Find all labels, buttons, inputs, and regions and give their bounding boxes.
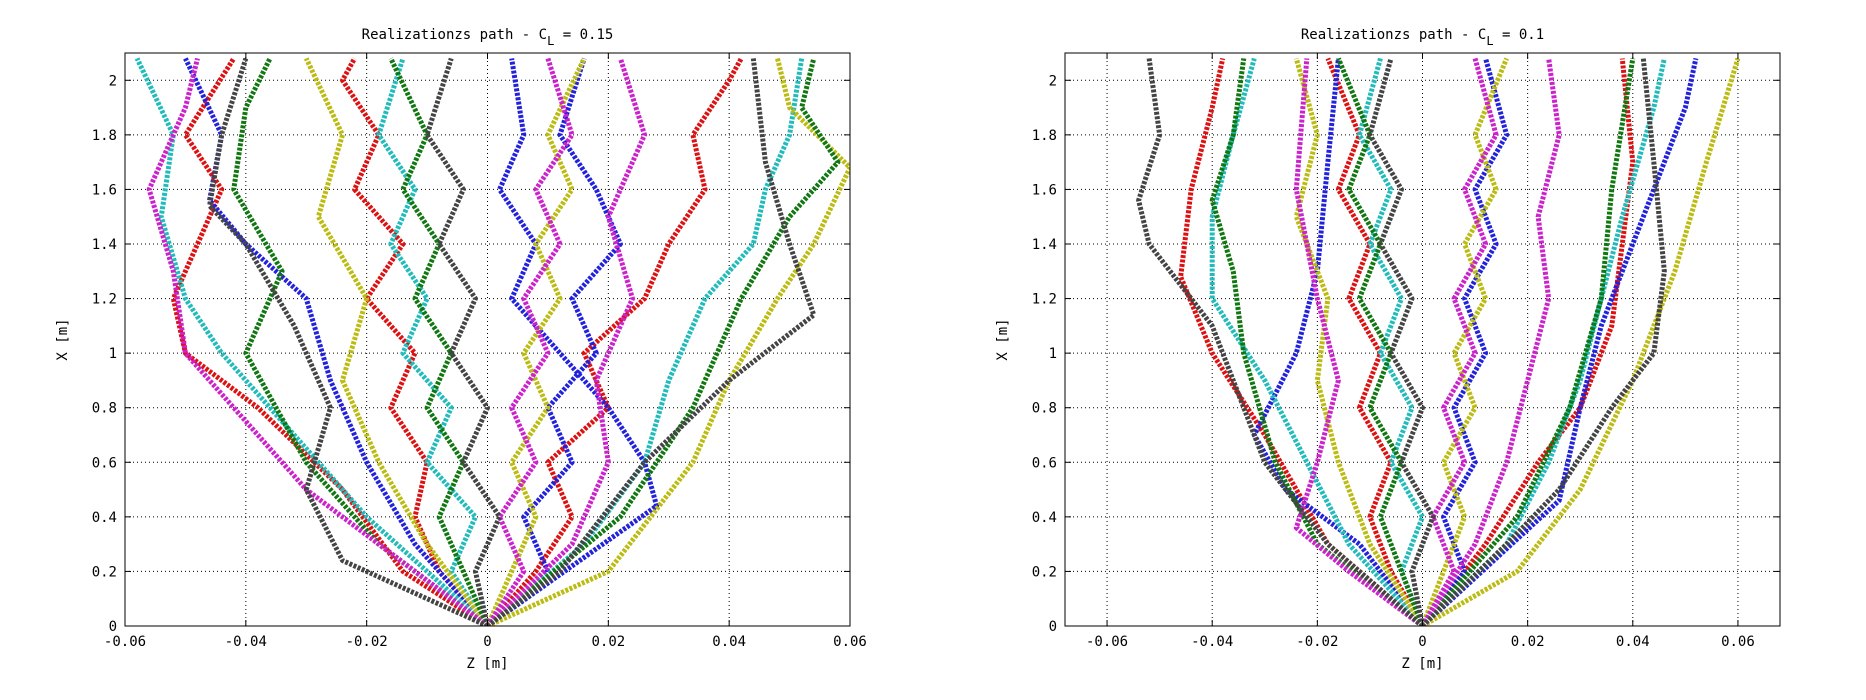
y-tick-label: 0.2: [92, 564, 117, 580]
y-tick-label: 0: [1049, 619, 1057, 635]
series-line-1: [485, 57, 744, 626]
series-line-3: [485, 57, 623, 626]
series-line-13: [1420, 58, 1636, 626]
y-tick-label: 0: [109, 619, 117, 635]
series-line-20: [424, 57, 503, 626]
series-line-6: [376, 57, 490, 626]
y-tick-label: 1: [109, 346, 117, 362]
y-tick-label: 1.2: [92, 292, 117, 308]
series-line-17: [485, 57, 648, 626]
chart-right: -0.06 -0.04 -0.02 0 0.02 0.04 0.06 0 0.2 0.4 0.6 0.…: [933, 0, 1866, 700]
chart-title-subscript: L: [1486, 34, 1493, 48]
series-group: [1136, 57, 1741, 626]
chart-title-main: Realizationzs path - C: [1301, 27, 1486, 43]
series-line-7: [485, 58, 805, 626]
series-line-4: [486, 58, 660, 626]
y-axis-title: X [m]: [995, 318, 1011, 360]
series-line-11: [1293, 57, 1425, 626]
y-tick-label: 0.4: [92, 510, 117, 526]
x-tick-label: 0.04: [1616, 634, 1650, 650]
series-line-19: [1420, 58, 1667, 626]
plot-area: [1065, 53, 1780, 626]
y-axis-title: X [m]: [55, 318, 71, 360]
x-tick-label: 0.04: [712, 634, 746, 650]
x-axis-title: Z [m]: [1401, 656, 1443, 672]
series-line-3: [1420, 57, 1510, 626]
y-tick-label: 1.6: [92, 182, 117, 198]
plot-area: [125, 53, 850, 626]
chart-title-subscript: L: [547, 34, 554, 48]
y-tick-label: 2: [1049, 73, 1057, 89]
series-line-9: [485, 57, 587, 626]
y-tick-label: 2: [109, 73, 117, 89]
series-line-8: [134, 57, 490, 626]
x-tick-label: -0.04: [225, 634, 267, 650]
series-line-5: [1251, 58, 1425, 626]
x-tick-label: 0.02: [1511, 634, 1545, 650]
x-axis-title: Z [m]: [466, 656, 508, 672]
x-tick-label: 0: [1418, 634, 1426, 650]
x-tick-label: -0.02: [1296, 634, 1338, 650]
series-line-13: [485, 57, 841, 626]
series-line-2: [1178, 57, 1425, 626]
series-line-20: [1367, 57, 1436, 626]
series-line-16: [146, 57, 490, 626]
x-tick-label: -0.02: [346, 634, 388, 650]
x-tick-label: -0.06: [1086, 634, 1128, 650]
chart-title-suffix: = 0.1: [1494, 27, 1545, 43]
y-tick-label: 0.2: [1032, 564, 1057, 580]
series-line-1: [1420, 58, 1636, 626]
chart-right-svg: -0.06 -0.04 -0.02 0 0.02 0.04 0.06 0 0.2 0.4 0.6 0.…: [995, 27, 1781, 672]
x-tick-label: 0.02: [591, 634, 625, 650]
y-tick-label: 1.6: [1032, 182, 1057, 198]
y-tick-label: 1.4: [1032, 237, 1057, 253]
series-line-15: [485, 57, 575, 626]
series-line-18: [207, 57, 489, 626]
series-line-16: [1293, 58, 1424, 626]
y-tick-label: 1.4: [92, 237, 117, 253]
y-tick-label: 0.8: [1032, 401, 1057, 417]
series-line-17: [1420, 58, 1562, 626]
series-line-12: [1336, 57, 1425, 626]
series-line-18: [1136, 58, 1425, 626]
y-tick-label: 1.2: [1032, 292, 1057, 308]
series-line-10: [486, 57, 850, 626]
series-line-15: [1420, 57, 1499, 626]
y-tick-label: 0.6: [92, 455, 117, 471]
chart-title-main: Realizationzs path - C: [362, 27, 547, 43]
chart-title: Realizationzs path - CL = 0.15: [362, 27, 614, 48]
y-tick-label: 1.8: [1032, 128, 1057, 144]
series-line-6: [1356, 57, 1425, 626]
series-line-8: [1209, 57, 1425, 626]
chart-title: Realizationzs path - CL = 0.1: [1301, 27, 1544, 48]
x-tick-label: 0.06: [833, 634, 867, 650]
x-tick-label: -0.04: [1191, 634, 1233, 650]
series-line-5: [183, 57, 490, 626]
x-tick-label: 0.06: [1721, 634, 1755, 650]
series-line-19: [485, 58, 817, 626]
y-tick-label: 1.8: [92, 128, 117, 144]
series-line-14: [1209, 58, 1425, 626]
chart-title-suffix: = 0.15: [554, 27, 613, 43]
series-line-0: [340, 57, 490, 626]
series-line-9: [1420, 57, 1509, 626]
y-tick-label: 0.4: [1032, 510, 1057, 526]
y-tick-label: 0.6: [1032, 455, 1057, 471]
chart-left-svg: -0.06 -0.04 -0.02 0 0.02 0.04 0.06 0 0.2 0.4 0.6 0.…: [55, 27, 867, 672]
chart-left: -0.06 -0.04 -0.02 0 0.02 0.04 0.06 0 0.2 0.4 0.6 0.…: [55, 27, 867, 672]
series-group: [134, 57, 850, 626]
series-line-7: [1420, 57, 1667, 626]
y-tick-label: 1: [1049, 346, 1057, 362]
x-tick-label: -0.06: [104, 634, 146, 650]
x-tick-label: 0: [483, 634, 491, 650]
y-tick-label: 0.8: [92, 401, 117, 417]
series-line-14: [231, 57, 490, 626]
series-line-11: [303, 57, 490, 626]
